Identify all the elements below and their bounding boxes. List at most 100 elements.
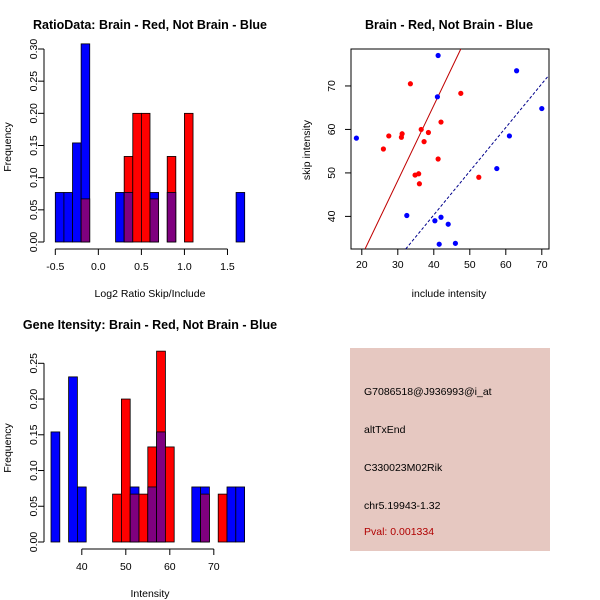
ratio-y-tick-label-0: 0.00 bbox=[28, 232, 40, 253]
location-text: chr5.19943-1.32 bbox=[364, 500, 441, 512]
blue-point-7 bbox=[445, 221, 451, 227]
red-point-9 bbox=[421, 139, 427, 145]
probe-info-box: G7086518@J936993@i_at altTxEnd C330023M0… bbox=[350, 348, 550, 551]
red-point-4 bbox=[407, 81, 413, 87]
ratio-bar-overlap-3 bbox=[80, 198, 91, 243]
gene-y-tick-label-4: 0.20 bbox=[28, 389, 40, 410]
gene-bar-red-3 bbox=[112, 493, 122, 543]
gene-x-tick-label-1: 50 bbox=[120, 561, 132, 573]
red-fit-line bbox=[364, 48, 462, 250]
scatter-x-tick-label-4: 60 bbox=[500, 259, 512, 271]
blue-point-1 bbox=[404, 212, 410, 219]
gene-ylabel: Frequency bbox=[2, 422, 14, 472]
ratio-bar-blue-1 bbox=[63, 192, 73, 243]
gene-bar-overlap-11 bbox=[200, 493, 210, 543]
gene-bar-blue-0 bbox=[50, 431, 61, 543]
blue-point-2 bbox=[432, 218, 438, 224]
red-point-7 bbox=[416, 181, 422, 187]
gene-bar-red-12 bbox=[217, 493, 228, 543]
scatter-y-tick-label-1: 50 bbox=[326, 167, 338, 179]
scatter-xlabel: include intensity bbox=[412, 288, 487, 300]
ratio-bar-blue-0 bbox=[54, 192, 65, 243]
gene-x-tick-label-0: 40 bbox=[76, 561, 88, 573]
ratio-histogram-panel: RatioData: Brain - Red, Not Brain - Blue… bbox=[2, 18, 267, 300]
gene-y-tick-label-1: 0.05 bbox=[28, 496, 40, 517]
gene-bar-overlap-5 bbox=[129, 493, 140, 543]
red-point-8 bbox=[418, 126, 424, 133]
ratio-y-tick-label-1: 0.05 bbox=[28, 199, 40, 220]
ratio-bar-red-7 bbox=[140, 112, 151, 243]
scatter-x-tick-label-3: 50 bbox=[464, 259, 476, 271]
gene-xlabel: Intensity bbox=[130, 588, 170, 600]
gene-y-tick-label-0: 0.00 bbox=[28, 532, 40, 553]
ratio-bar-blue-2 bbox=[72, 142, 82, 243]
blue-point-3 bbox=[434, 94, 440, 100]
scatter-plot-box bbox=[350, 48, 550, 250]
red-point-11 bbox=[435, 156, 441, 162]
gene-bar-blue-13 bbox=[226, 486, 237, 543]
ratio-bar-blue-4 bbox=[115, 192, 125, 243]
scatter-panel: Brain - Red, Not Brain - Blue 20 30 40 50 60… bbox=[301, 18, 550, 300]
gene-y-tick-label-3: 0.15 bbox=[28, 424, 40, 445]
red-point-13 bbox=[458, 90, 464, 96]
gene-bar-blue-10 bbox=[191, 486, 202, 543]
ratio-x-tick-label-1: 0.0 bbox=[91, 261, 106, 273]
scatter-ylabel: skip intensity bbox=[301, 119, 313, 180]
gene-bar-overlap-8 bbox=[156, 431, 166, 543]
ratio-title: RatioData: Brain - Red, Not Brain - Blue bbox=[33, 18, 267, 32]
ratio-y-tick-label-2: 0.10 bbox=[28, 167, 40, 188]
red-point-0 bbox=[380, 146, 386, 152]
ratio-bar-overlap-9 bbox=[166, 192, 177, 243]
gene-bar-red-6 bbox=[138, 493, 149, 543]
probe-id-text: G7086518@J936993@i_at bbox=[364, 386, 492, 398]
gene-y-tick-label-5: 0.25 bbox=[28, 353, 40, 374]
scatter-x-tick-label-2: 40 bbox=[428, 259, 440, 271]
ratio-ylabel: Frequency bbox=[2, 121, 14, 171]
ratio-x-tick-label-3: 1.0 bbox=[177, 261, 192, 273]
ratio-bar-overlap-5 bbox=[123, 192, 134, 243]
red-point-12 bbox=[438, 119, 444, 125]
event-type-text: altTxEnd bbox=[364, 424, 406, 436]
scatter-title: Brain - Red, Not Brain - Blue bbox=[365, 18, 533, 32]
blue-point-11 bbox=[514, 68, 520, 74]
scatter-x-tick-label-1: 30 bbox=[392, 259, 404, 271]
gene-name-text: C330023M02Rik bbox=[364, 462, 443, 474]
ratio-bar-blue-11 bbox=[235, 192, 246, 243]
gene-bar-blue-1 bbox=[68, 376, 78, 543]
scatter-y-tick-label-3: 70 bbox=[326, 80, 338, 92]
gene-bar-blue-2 bbox=[77, 486, 87, 543]
ratio-y-tick-label-4: 0.20 bbox=[28, 103, 40, 124]
ratio-bar-red-6 bbox=[132, 112, 142, 243]
red-point-10 bbox=[425, 129, 431, 136]
red-point-6 bbox=[416, 171, 422, 177]
blue-point-9 bbox=[494, 165, 500, 172]
scatter-x-tick-label-5: 70 bbox=[536, 259, 548, 271]
gene-y-tick-label-2: 0.10 bbox=[28, 460, 40, 481]
ratio-bar-overlap-8 bbox=[149, 198, 160, 243]
ratio-xlabel: Log2 Ratio Skip/Include bbox=[95, 288, 206, 300]
ratio-bar-red-10 bbox=[184, 112, 194, 243]
red-point-1 bbox=[386, 133, 392, 139]
ratio-x-tick-label-0: -0.5 bbox=[46, 261, 64, 273]
gene-bar-red-4 bbox=[121, 398, 131, 543]
scatter-x-tick-label-0: 20 bbox=[356, 259, 368, 271]
gene-x-tick-label-2: 60 bbox=[164, 561, 176, 573]
gene-bar-overlap-7 bbox=[147, 486, 158, 543]
scatter-y-tick-label-2: 60 bbox=[326, 123, 338, 135]
blue-fit-line bbox=[405, 74, 550, 250]
gene-title: Gene Itensity: Brain - Red, Not Brain - … bbox=[23, 318, 277, 332]
ratio-x-tick-label-4: 1.5 bbox=[220, 261, 235, 273]
blue-point-12 bbox=[539, 105, 545, 112]
scatter-y-tick-label-0: 40 bbox=[326, 210, 338, 222]
red-point-14 bbox=[476, 174, 482, 180]
ratio-y-tick-label-3: 0.15 bbox=[28, 135, 40, 156]
ratio-x-tick-label-2: 0.5 bbox=[134, 261, 149, 273]
gene-x-tick-label-3: 70 bbox=[208, 561, 220, 573]
gene-bar-blue-14 bbox=[235, 486, 246, 543]
ratio-y-tick-label-5: 0.25 bbox=[28, 71, 40, 92]
blue-point-0 bbox=[353, 135, 359, 141]
pval-text: Pval: 0.001334 bbox=[364, 526, 435, 538]
blue-point-4 bbox=[435, 52, 441, 59]
blue-point-8 bbox=[452, 240, 458, 246]
